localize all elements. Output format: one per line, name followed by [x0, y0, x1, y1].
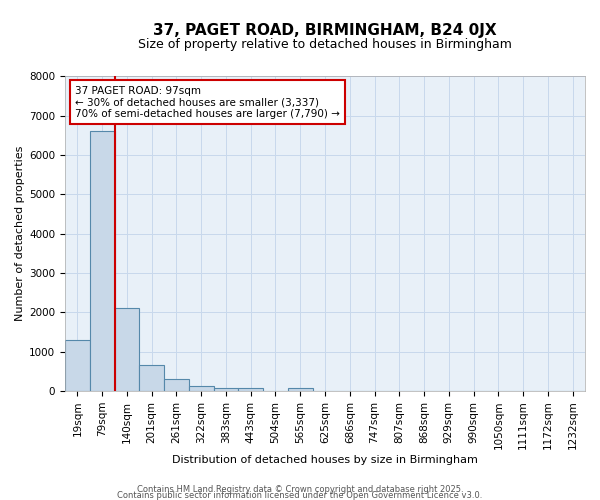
X-axis label: Distribution of detached houses by size in Birmingham: Distribution of detached houses by size … [172, 455, 478, 465]
Bar [238, 388, 263, 391]
Title: Size of property relative to detached houses in Birmingham: Size of property relative to detached ho… [138, 38, 512, 52]
Text: 37 PAGET ROAD: 97sqm
← 30% of detached houses are smaller (3,337)
70% of semi-de: 37 PAGET ROAD: 97sqm ← 30% of detached h… [76, 86, 340, 119]
Text: Contains public sector information licensed under the Open Government Licence v3: Contains public sector information licen… [118, 490, 482, 500]
Text: 37, PAGET ROAD, BIRMINGHAM, B24 0JX: 37, PAGET ROAD, BIRMINGHAM, B24 0JX [153, 24, 497, 38]
Bar [139, 366, 164, 391]
Bar [288, 388, 313, 391]
Bar [164, 379, 189, 391]
Bar [115, 308, 139, 391]
Bar [65, 340, 90, 391]
Bar [189, 386, 214, 391]
Bar [90, 132, 115, 391]
Text: Contains HM Land Registry data © Crown copyright and database right 2025.: Contains HM Land Registry data © Crown c… [137, 484, 463, 494]
Y-axis label: Number of detached properties: Number of detached properties [15, 146, 25, 322]
Bar [214, 388, 238, 391]
